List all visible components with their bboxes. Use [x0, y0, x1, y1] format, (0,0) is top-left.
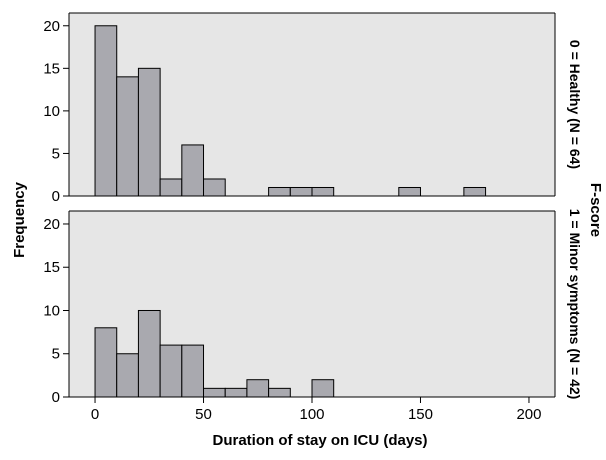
y-tick-label: 5 [52, 346, 60, 363]
histogram-bar [463, 186, 487, 197]
x-axis: 0 50 100 150 200 [91, 397, 541, 423]
x-tick-label: 150 [408, 406, 433, 423]
histogram-bar [159, 344, 183, 398]
facet-title: F-score [587, 183, 604, 237]
histogram-bar [116, 76, 139, 197]
y-tick-label: 15 [43, 60, 60, 77]
histogram-bar [137, 309, 161, 398]
histogram-bar [268, 387, 291, 398]
x-tick-label: 200 [516, 406, 541, 423]
y-tick-label: 10 [43, 103, 60, 120]
facet-strip-label: 1 = Minor symptoms (N = 42) [567, 209, 583, 400]
histogram-bar [224, 387, 248, 398]
y-axis-label: Frequency [11, 181, 28, 258]
panels-layer: 0 5 10 15 20 0 = Healthy (N = 64) 0 5 10 15 20 1 = … [43, 12, 583, 406]
histogram-bar [311, 379, 335, 398]
y-tick-label: 0 [52, 188, 60, 205]
y-tick-label: 15 [43, 259, 60, 276]
histogram-bar [289, 186, 313, 197]
histogram-bar [94, 25, 118, 197]
histogram-bar [116, 353, 139, 398]
histogram-bar [398, 186, 421, 197]
y-tick-label: 10 [43, 302, 60, 319]
histogram-bar [181, 144, 205, 197]
histogram-bar [137, 67, 161, 197]
y-tick-label: 20 [43, 216, 60, 233]
x-tick-label: 100 [299, 406, 324, 423]
facet-panel-0: 0 5 10 15 20 0 = Healthy (N = 64) [43, 12, 583, 205]
x-tick-label: 50 [195, 406, 212, 423]
facet-panel-1: 0 5 10 15 20 1 = Minor symptoms (N = 42) [43, 209, 583, 406]
y-tick-label: 20 [43, 18, 60, 35]
facet-strip-label: 0 = Healthy (N = 64) [567, 40, 583, 169]
y-tick-label: 0 [52, 389, 60, 406]
histogram-bar [246, 379, 270, 398]
histogram-bar [203, 387, 226, 398]
x-tick-label: 0 [91, 406, 99, 423]
histogram-bar [203, 178, 226, 197]
x-axis-label: Duration of stay on ICU (days) [212, 432, 427, 449]
histogram-bar [159, 178, 183, 197]
histogram-bar [311, 186, 335, 197]
y-tick-label: 5 [52, 145, 60, 162]
histogram-bar [181, 344, 205, 398]
histogram-bar [94, 327, 118, 398]
histogram-bar [268, 186, 291, 197]
